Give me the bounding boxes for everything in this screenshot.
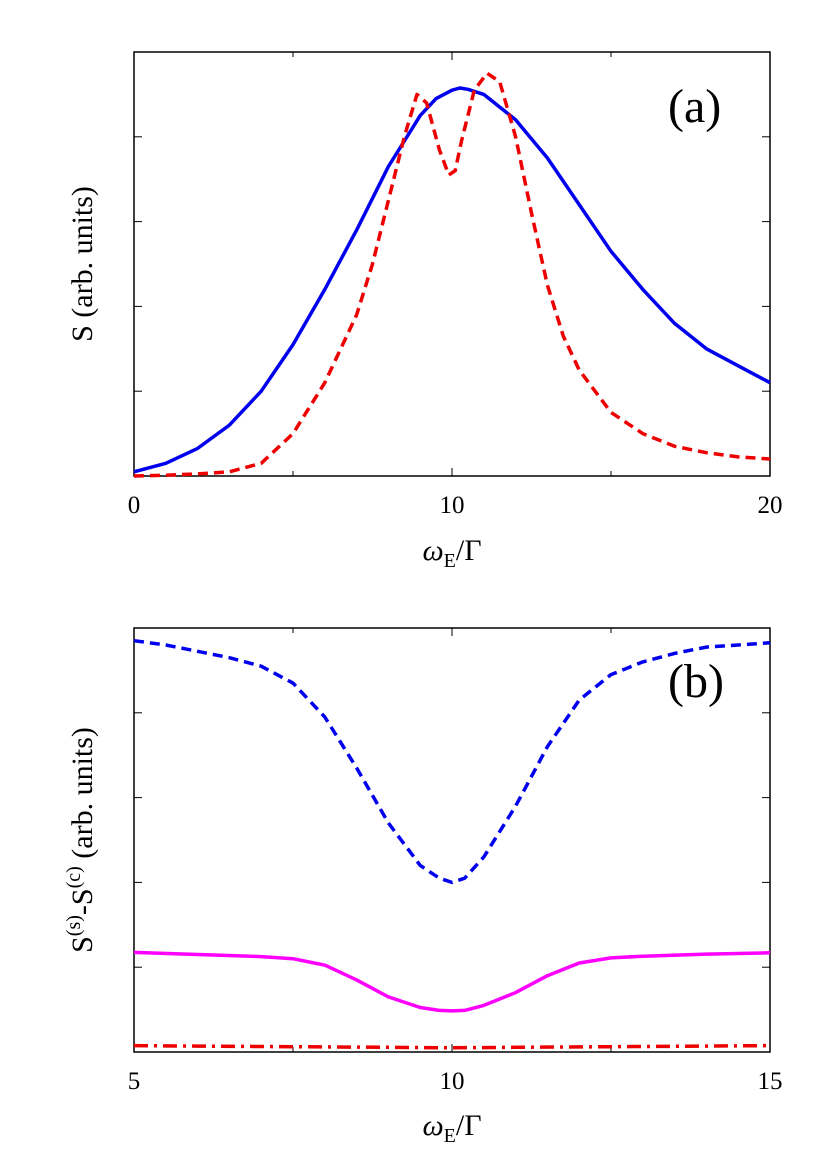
panel-a-x-tick-label: 10 [440,492,465,519]
panel-b-y-axis-label: S(s)-S(c) (arb. units) [63,727,99,953]
panel-a-y-axis-label: S (arb. units) [66,186,99,342]
panel-a-series [133,71,771,478]
panel-a-x-tick-label: 0 [128,492,141,519]
panel-a-x-tick-label: 20 [758,492,783,519]
panel-a-x-axis-label: ωE/Γ [422,534,481,572]
panel-a-series-dashed-line [133,71,771,478]
panel-b-x-tick-label: 5 [128,1068,141,1095]
panel-b-tag: (b) [668,655,724,708]
panel-b-x-tick-label: 15 [758,1068,783,1095]
panel-b-series-dash-dot-line [133,1043,771,1050]
panel-a-tag: (a) [668,80,721,133]
panel-a-x-ticks: 0 10 20 [128,52,783,519]
panel-b: 5 10 15 (b) ωE/Γ S(s)-S(c) (arb. units) [63,627,783,1147]
panel-b-x-ticks: 5 10 15 [128,628,783,1095]
panel-b-y-ticks [134,712,770,968]
panel-b-series [133,638,771,1050]
panel-b-series-solid-line [133,950,771,1013]
panel-a: 0 10 20 (a) ωE/Γ S (arb. units) [66,51,783,572]
panel-a-y-ticks [134,136,770,392]
panel-b-x-axis-label: ωE/Γ [422,1109,481,1147]
panel-a-series-solid-line [133,86,771,474]
panel-b-x-tick-label: 10 [440,1068,465,1095]
panel-b-series-dashed-line [133,638,771,885]
